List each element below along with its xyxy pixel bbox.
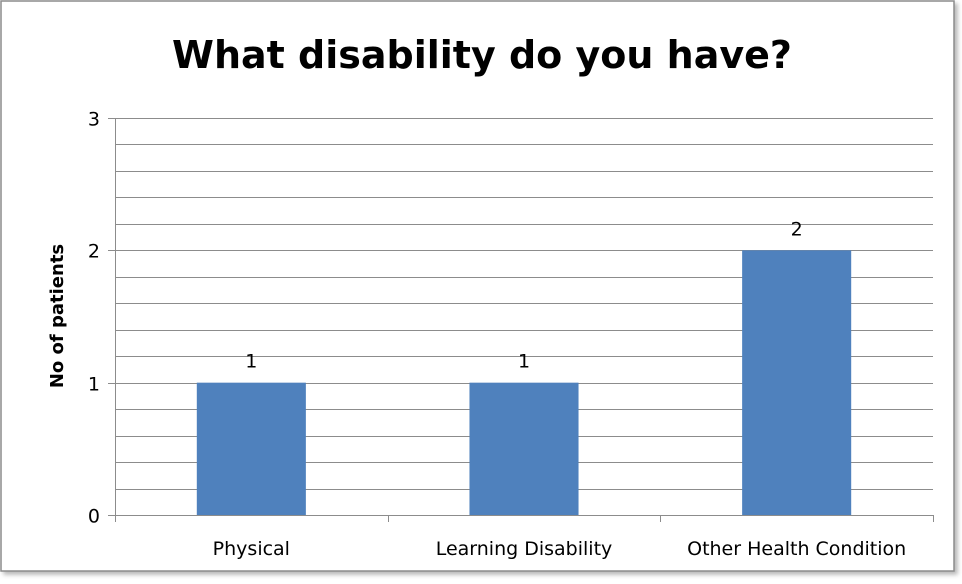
axes bbox=[108, 118, 934, 522]
x-tick-label: Other Health Condition bbox=[687, 538, 906, 560]
y-tick-label: 3 bbox=[88, 109, 100, 131]
y-tick-label: 2 bbox=[88, 241, 100, 263]
tick-and-data-labels: 1 1 2 0 1 2 3 Physical Learning Disability Other … bbox=[88, 109, 906, 561]
chart-title: What disability do you have? bbox=[172, 33, 792, 77]
bar bbox=[469, 382, 579, 515]
data-label: 1 bbox=[245, 351, 257, 373]
data-label: 2 bbox=[791, 218, 803, 240]
bars bbox=[196, 250, 852, 516]
y-tick-label: 1 bbox=[88, 374, 100, 396]
bar bbox=[196, 382, 306, 515]
x-tick-label: Physical bbox=[213, 538, 290, 560]
y-tick-label: 0 bbox=[88, 506, 100, 528]
x-tick-label: Learning Disability bbox=[436, 538, 613, 560]
data-label: 1 bbox=[518, 351, 530, 373]
bar bbox=[742, 250, 852, 516]
y-axis-label: No of patients bbox=[47, 244, 68, 388]
